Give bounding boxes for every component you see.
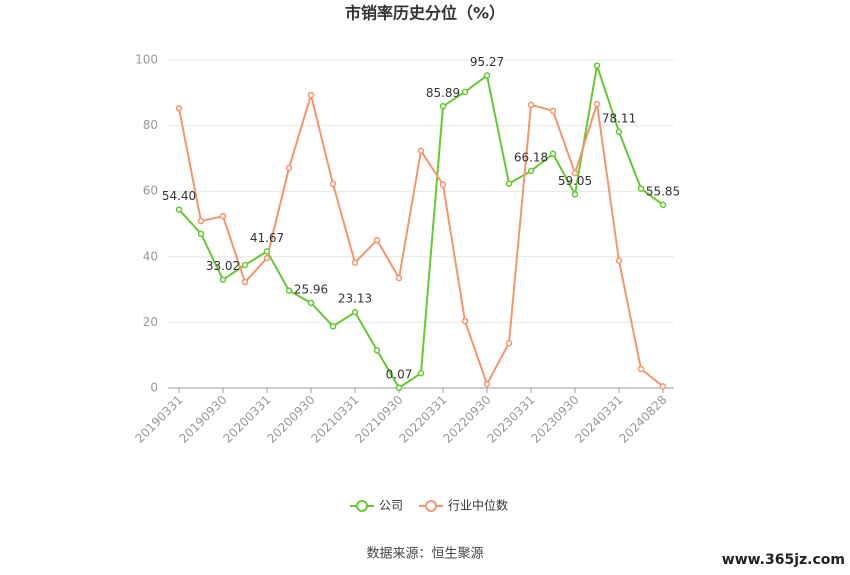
data-point — [505, 339, 513, 347]
data-point — [175, 206, 183, 213]
data-point — [219, 276, 227, 283]
data-point — [483, 72, 491, 79]
data-label: 0.07 — [386, 367, 413, 381]
y-tick-label: 60 — [143, 184, 158, 198]
data-point — [197, 230, 205, 238]
data-point — [439, 103, 447, 110]
data-point — [285, 287, 293, 294]
data-point — [241, 261, 249, 269]
legend-label: 公司 — [379, 499, 403, 513]
data-point — [351, 259, 359, 266]
data-point — [197, 217, 205, 225]
data-point — [461, 88, 469, 96]
watermark: www.365jz.com — [722, 552, 845, 568]
data-point — [285, 164, 293, 172]
data-point — [263, 254, 271, 262]
data-label: 59.05 — [558, 174, 592, 188]
data-point — [329, 180, 337, 188]
x-tick-label: 20240828 — [617, 393, 670, 446]
chart-title: 市销率历史分位（%） — [345, 4, 505, 23]
data-point — [637, 185, 645, 192]
data-point — [549, 107, 557, 115]
data-point — [373, 347, 381, 354]
data-point — [505, 180, 513, 187]
data-label: 41.67 — [250, 231, 284, 245]
data-point — [263, 248, 271, 255]
data-point — [527, 101, 535, 109]
data-point — [593, 62, 601, 69]
data-point — [351, 308, 359, 316]
y-tick-label: 20 — [143, 315, 158, 329]
data-label: 54.40 — [162, 189, 196, 203]
data-point — [659, 383, 667, 390]
data-point — [571, 169, 579, 177]
data-label: 33.02 — [206, 259, 240, 273]
legend-marker — [356, 500, 368, 512]
legend-item[interactable]: 公司 — [350, 499, 403, 513]
data-point — [417, 369, 425, 377]
legend-marker — [425, 500, 438, 512]
data-label: 66.18 — [514, 150, 548, 164]
data-point — [637, 365, 645, 373]
y-tick-label: 40 — [143, 249, 158, 263]
data-point — [307, 91, 315, 99]
data-point — [395, 384, 403, 392]
data-point — [615, 257, 623, 264]
data-point — [593, 100, 601, 108]
data-point — [417, 147, 425, 155]
data-point — [439, 181, 447, 188]
y-tick-label: 80 — [143, 118, 158, 132]
data-point — [395, 274, 403, 282]
data-point — [615, 128, 623, 136]
data-point — [307, 299, 315, 307]
data-point — [461, 317, 469, 325]
data-label: 95.27 — [470, 55, 504, 69]
data-point — [549, 150, 557, 158]
data-label: 55.85 — [646, 184, 680, 198]
y-tick-label: 0 — [150, 381, 158, 395]
data-point — [175, 104, 183, 112]
data-point — [219, 212, 227, 220]
data-label: 85.89 — [426, 86, 460, 100]
data-point — [329, 323, 337, 330]
source: 数据来源：恒生聚源 — [366, 547, 483, 562]
legend-label: 行业中位数 — [448, 498, 508, 513]
data-point — [571, 191, 579, 198]
data-point — [659, 201, 667, 209]
data-point — [373, 236, 381, 244]
series-line — [178, 65, 664, 390]
data-label: 78.11 — [602, 111, 636, 125]
data-label: 23.13 — [338, 292, 372, 306]
data-label: 25.96 — [294, 282, 328, 296]
data-point — [483, 380, 491, 388]
y-tick-label: 100 — [135, 53, 158, 67]
data-point — [527, 167, 535, 175]
data-point — [241, 278, 249, 286]
legend-item[interactable]: 行业中位数 — [419, 498, 508, 513]
